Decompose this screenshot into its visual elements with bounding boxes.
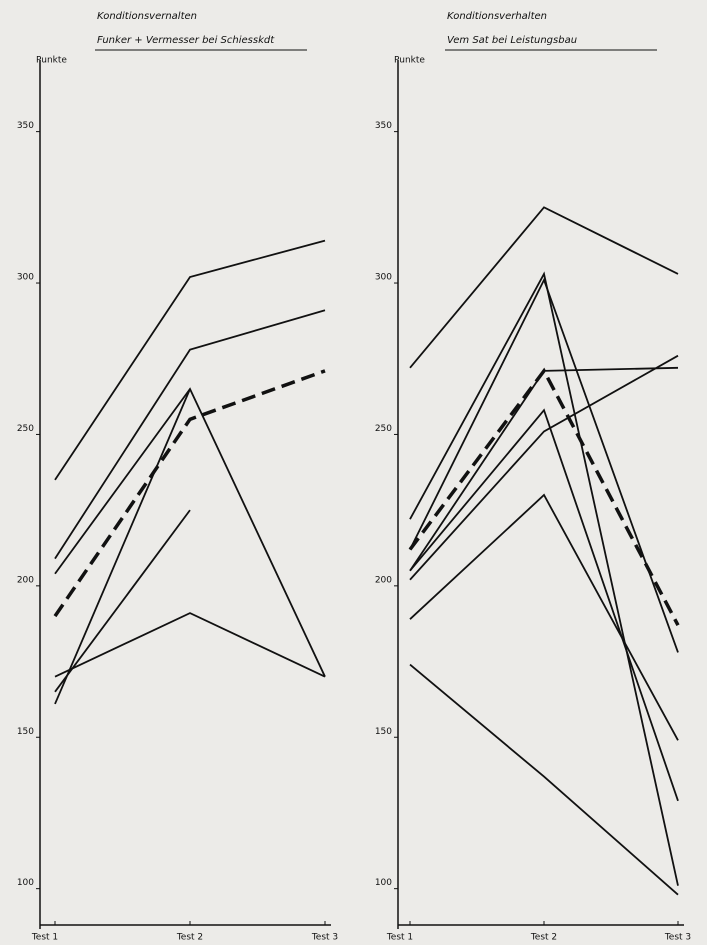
chart-subtitle: Funker + Vermesser bei Schiesskdt	[97, 35, 275, 46]
x-tick-label: Test 1	[31, 933, 58, 943]
y-axis-label: Punkte	[394, 56, 425, 66]
series-line	[408, 367, 680, 627]
y-tick-label: 150	[375, 727, 392, 737]
chart-title: Konditionsvernalten	[97, 11, 197, 22]
series-line	[409, 663, 679, 896]
y-tick-label: 150	[17, 727, 34, 737]
y-tick-label: 350	[375, 121, 392, 131]
series-line	[54, 387, 326, 678]
series-line	[54, 309, 326, 560]
series-line	[54, 509, 191, 693]
y-tick-label: 100	[375, 878, 392, 888]
series-line	[54, 239, 326, 481]
series-line	[409, 493, 679, 741]
x-tick-label: Test 2	[176, 933, 203, 943]
chart-title: Konditionsverhalten	[447, 11, 547, 22]
y-tick-label: 350	[17, 121, 34, 131]
x-tick-label: Test 1	[386, 933, 413, 943]
series-line	[409, 271, 679, 886]
y-tick-label: 250	[375, 424, 392, 434]
x-tick-label: Test 3	[311, 933, 338, 943]
y-axis-label: Punkte	[36, 56, 67, 66]
series-line	[53, 369, 326, 618]
series-line	[54, 388, 191, 705]
series-line	[409, 408, 679, 802]
y-tick-label: 300	[375, 273, 392, 283]
y-tick-label: 200	[17, 575, 34, 585]
y-tick-label: 200	[375, 575, 392, 585]
series-line	[54, 612, 326, 678]
x-tick-label: Test 2	[530, 933, 557, 943]
series-line	[409, 354, 679, 581]
y-tick-label: 250	[17, 424, 34, 434]
series-line	[409, 277, 679, 653]
series-line	[409, 206, 679, 369]
chart-subtitle: Vem Sat bei Leistungsbau	[447, 35, 577, 46]
y-tick-label: 300	[17, 273, 34, 283]
x-tick-label: Test 3	[664, 933, 691, 943]
y-tick-label: 100	[17, 878, 34, 888]
